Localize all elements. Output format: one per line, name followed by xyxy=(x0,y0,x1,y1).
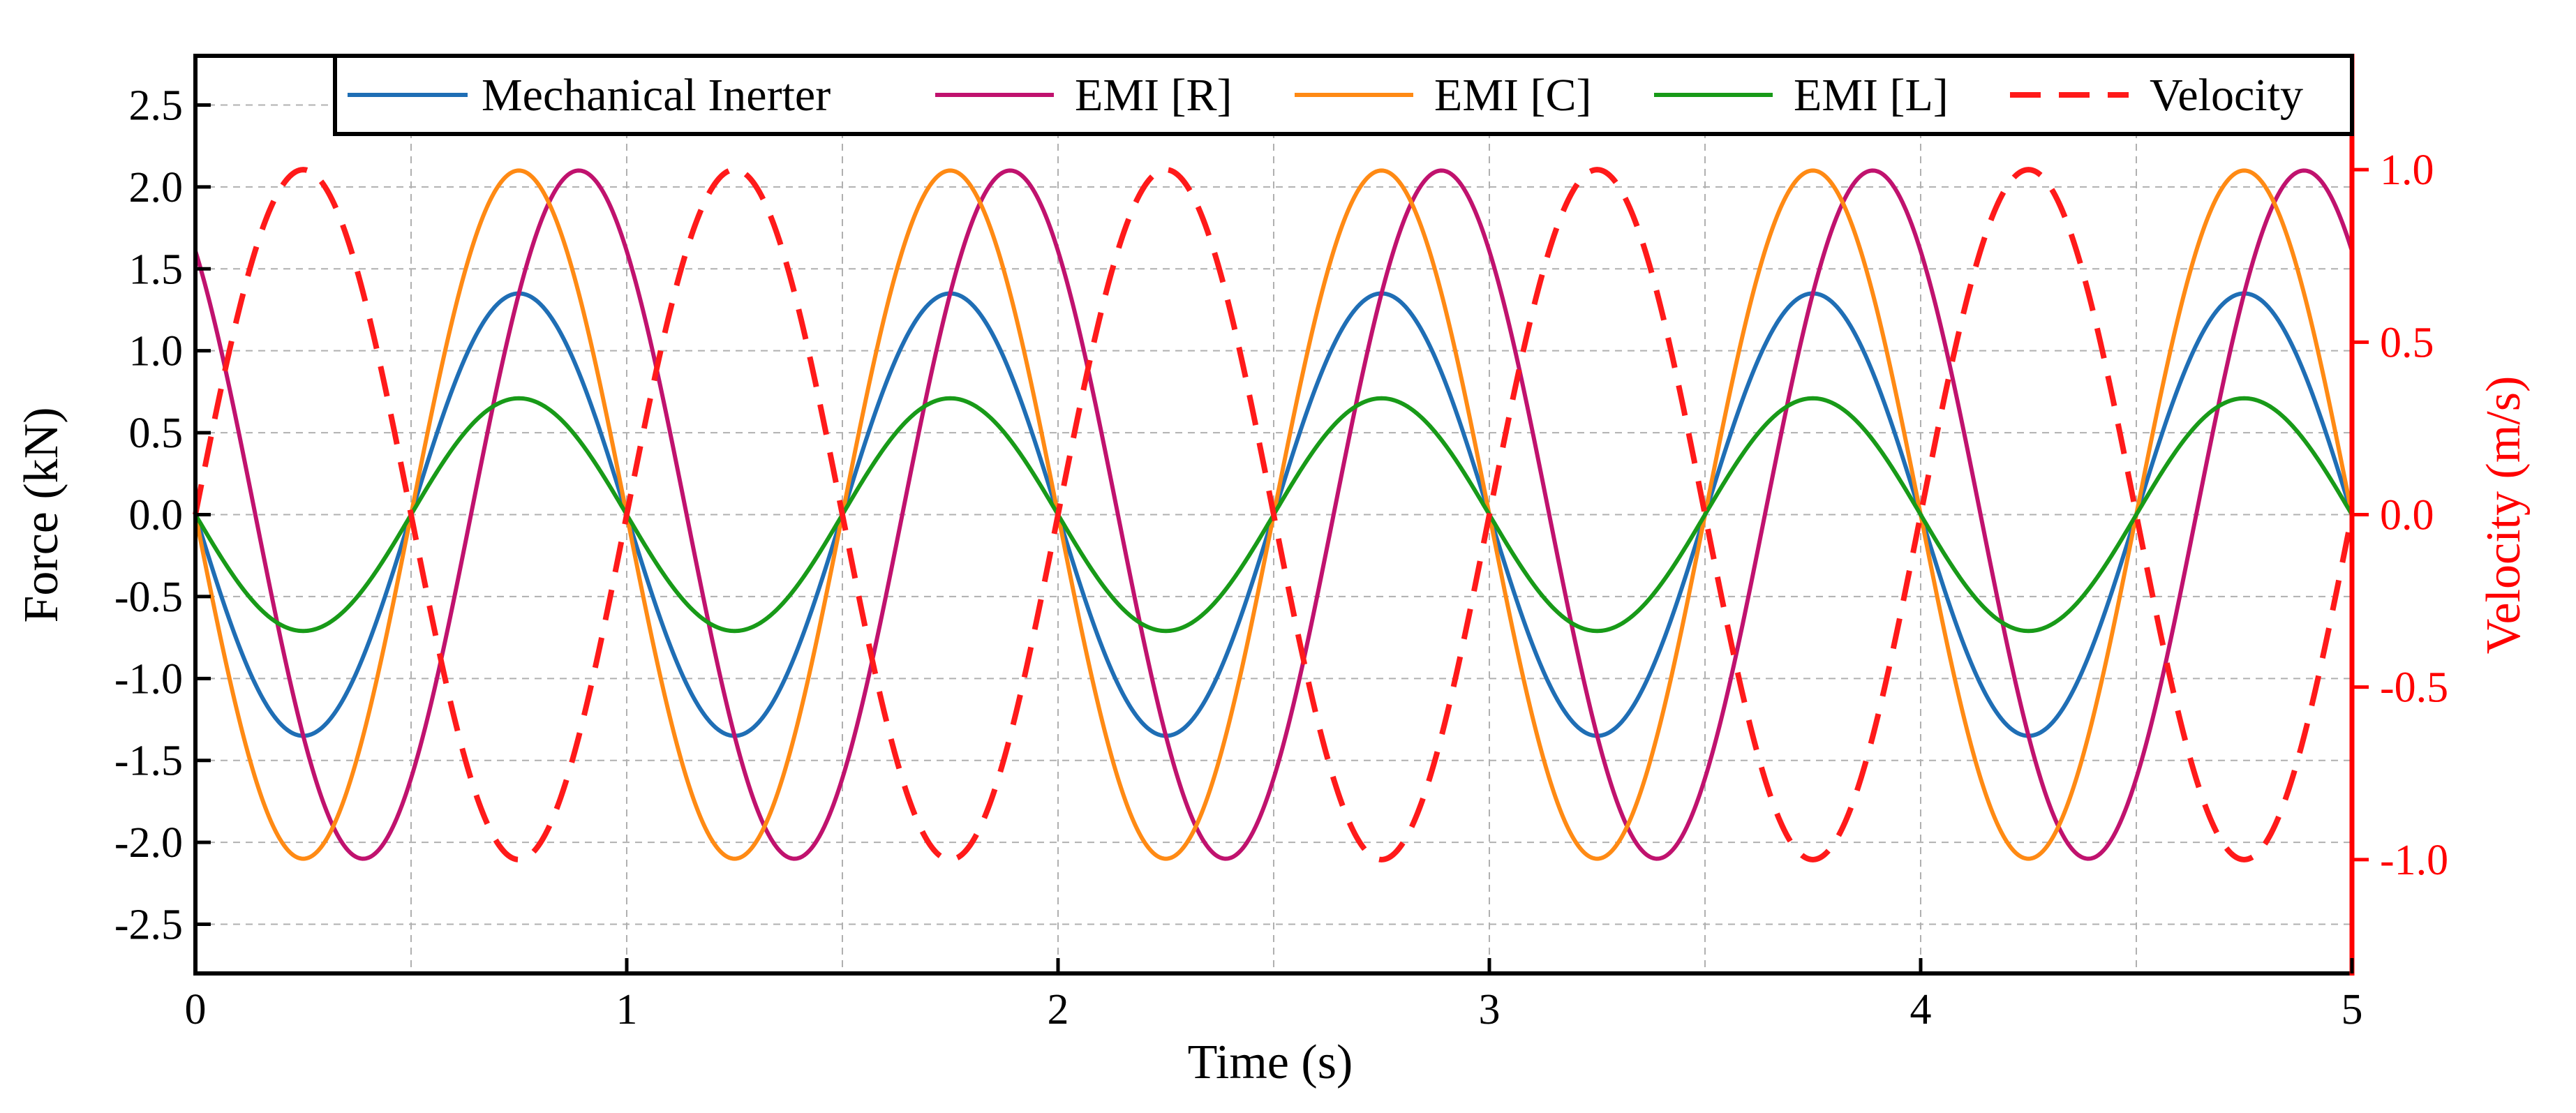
x-tick-label: 3 xyxy=(1479,986,1501,1033)
y-tick-label: 1.5 xyxy=(129,246,184,293)
x-axis-title: Time (s) xyxy=(1188,1036,1353,1089)
y-tick-label: 2.5 xyxy=(129,82,184,129)
y-tick-label: 1.0 xyxy=(129,328,184,375)
y2-tick-label: -1.0 xyxy=(2380,837,2448,884)
x-tick-label: 1 xyxy=(616,986,638,1033)
x-tick-label: 5 xyxy=(2342,986,2363,1033)
legend-label-mechanical-inerter: Mechanical Inerter xyxy=(482,70,831,121)
series-line-velocity xyxy=(193,167,2355,862)
y-tick-label: -2.5 xyxy=(114,902,183,949)
y-axis-title: Force (kN) xyxy=(15,407,68,622)
legend[interactable]: Mechanical Inerter EMI [R] EMI [C] EMI [L] V… xyxy=(333,54,2354,136)
ticks: 0 1 2 3 4 5 2.5 2.0 1.5 1.0 0.5 0.0 -0.5 -1.0 -1.5 -2.0… xyxy=(114,82,2448,1033)
y-tick-label: 0.5 xyxy=(129,410,184,457)
y2-tick-label: -0.5 xyxy=(2380,664,2448,712)
series-layer xyxy=(193,167,2355,862)
y2-axis-title: Velocity (m/s) xyxy=(2477,376,2531,655)
x-tick-label: 2 xyxy=(1048,986,1069,1033)
x-tick-label: 4 xyxy=(1910,986,1932,1033)
y-tick-label: 0.0 xyxy=(129,492,184,539)
legend-label-emi-c: EMI [C] xyxy=(1434,70,1591,121)
y-tick-label: -2.0 xyxy=(114,819,183,867)
y2-tick-label: 1.0 xyxy=(2380,147,2434,194)
x-tick-label: 0 xyxy=(185,986,207,1033)
legend-label-emi-l: EMI [L] xyxy=(1794,70,1949,121)
y-tick-label: -1.0 xyxy=(114,655,183,703)
series-line-emi-r xyxy=(193,168,2354,861)
y2-tick-label: 0.0 xyxy=(2380,492,2434,539)
legend-label-velocity: Velocity xyxy=(2150,70,2303,121)
y-tick-label: -1.5 xyxy=(114,738,183,785)
y-tick-label: -0.5 xyxy=(114,574,183,621)
y-tick-label: 2.0 xyxy=(129,164,184,211)
y2-tick-label: 0.5 xyxy=(2380,319,2434,366)
legend-label-emi-r: EMI [R] xyxy=(1075,70,1232,121)
